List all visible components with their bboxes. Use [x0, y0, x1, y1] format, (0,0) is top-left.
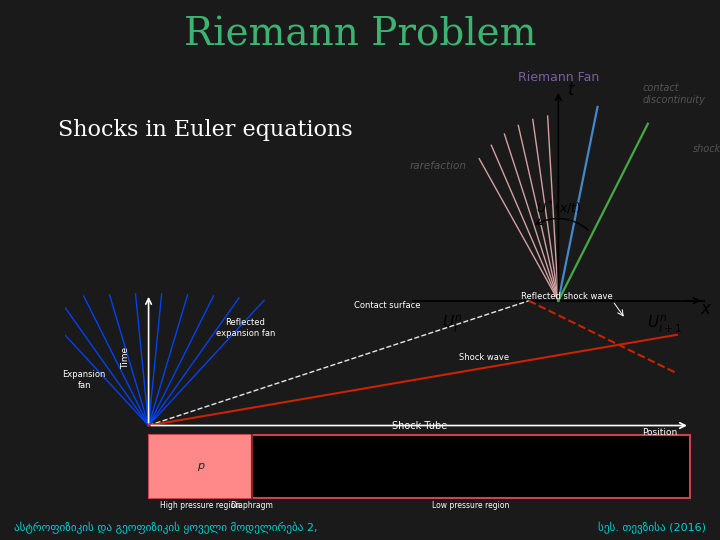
Text: Shock wave: Shock wave	[459, 353, 509, 362]
Text: p: p	[197, 461, 204, 471]
Text: Riemann Fan: Riemann Fan	[518, 71, 599, 84]
Text: High pressure region: High pressure region	[160, 502, 240, 510]
Text: Shocks in Euler equations: Shocks in Euler equations	[58, 119, 352, 140]
Text: contact
discontinuity: contact discontinuity	[642, 84, 705, 105]
Text: სეს. თევზისა (2016): სეს. თევზისა (2016)	[598, 522, 706, 534]
Text: Riemann Problem: Riemann Problem	[184, 17, 536, 53]
Text: Diaphragm: Diaphragm	[230, 502, 273, 510]
Text: rarefaction: rarefaction	[410, 161, 467, 171]
Text: Low pressure region: Low pressure region	[432, 502, 510, 510]
Text: Time: Time	[122, 347, 130, 368]
Bar	[148, 435, 252, 498]
Text: shock: shock	[693, 144, 720, 154]
Text: ასტროფიზიკის და გეოფიზიკის ყოველი მოდელირება 2,: ასტროფიზიკის და გეოფიზიკის ყოველი მოდელი…	[14, 522, 318, 534]
Text: Reflected
expansion fan: Reflected expansion fan	[215, 318, 275, 338]
Text: $U^*(x/t)$: $U^*(x/t)$	[536, 199, 581, 217]
Text: Shock Tube: Shock Tube	[392, 421, 447, 431]
Text: Reflected shock wave: Reflected shock wave	[521, 292, 613, 301]
Text: $t$: $t$	[567, 81, 576, 99]
Text: $U_i^n$: $U_i^n$	[442, 314, 462, 335]
Text: Contact surface: Contact surface	[354, 301, 420, 310]
Bar	[148, 435, 690, 498]
Text: $x$: $x$	[701, 300, 713, 318]
Text: Position: Position	[642, 428, 677, 437]
Text: Expansion
fan: Expansion fan	[63, 370, 106, 390]
Text: $U_{i+1}^n$: $U_{i+1}^n$	[647, 314, 682, 335]
